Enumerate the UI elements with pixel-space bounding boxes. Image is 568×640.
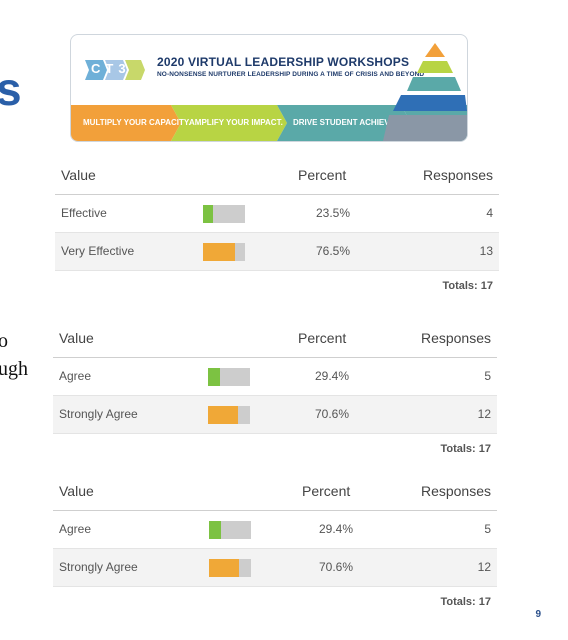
workshop-banner: CT3 2020 VIRTUAL LEADERSHIP WORKSHOPS NO… bbox=[70, 34, 468, 142]
percent-bar bbox=[209, 521, 251, 539]
row-label: Strongly Agree bbox=[59, 560, 138, 574]
row-responses: 5 bbox=[484, 369, 491, 383]
cropped-text-fragment: o bbox=[0, 330, 8, 352]
results-table-3: Value Percent Responses Agree 29.4% 5 St… bbox=[53, 474, 497, 617]
percent-bar bbox=[208, 406, 250, 424]
header-percent: Percent bbox=[302, 483, 351, 499]
percent-bar-fill bbox=[209, 521, 222, 539]
header-value: Value bbox=[61, 167, 96, 183]
row-responses: 12 bbox=[477, 407, 491, 421]
table-row: Effective 23.5% 4 bbox=[55, 195, 499, 233]
results-table-1: Value Percent Responses Effective 23.5% … bbox=[55, 158, 499, 301]
totals-row: Totals: 17 bbox=[53, 587, 497, 617]
cropped-text-fragment: ugh bbox=[0, 358, 28, 380]
header-percent: Percent bbox=[298, 330, 347, 346]
strip-label-achievement: DRIVE STUDENT ACHIEVEMENT. bbox=[293, 118, 419, 127]
table-row: Agree 29.4% 5 bbox=[53, 511, 497, 549]
row-responses: 12 bbox=[477, 560, 491, 574]
table-header: Value Percent Responses bbox=[55, 158, 499, 195]
banner-title: 2020 VIRTUAL LEADERSHIP WORKSHOPS bbox=[157, 55, 410, 69]
page-number: 9 bbox=[535, 609, 541, 620]
logo-lettering: CT3 bbox=[91, 61, 131, 76]
percent-bar-fill bbox=[208, 368, 221, 386]
banner-strip bbox=[71, 105, 467, 141]
header-responses: Responses bbox=[422, 167, 493, 183]
results-table-2: Value Percent Responses Agree 29.4% 5 St… bbox=[53, 321, 497, 464]
table-header: Value Percent Responses bbox=[53, 474, 497, 511]
percent-bar-fill bbox=[203, 243, 236, 261]
percent-bar-fill bbox=[209, 559, 239, 577]
percent-bar bbox=[209, 559, 251, 577]
row-percent: 70.6% bbox=[319, 560, 354, 574]
row-percent: 76.5% bbox=[316, 244, 351, 258]
table-row: Strongly Agree 70.6% 12 bbox=[53, 396, 497, 434]
table-row: Agree 29.4% 5 bbox=[53, 358, 497, 396]
table-header: Value Percent Responses bbox=[53, 321, 497, 358]
table-row: Strongly Agree 70.6% 12 bbox=[53, 549, 497, 587]
row-responses: 13 bbox=[479, 244, 493, 258]
ct3-logo-icon bbox=[85, 60, 145, 80]
pyramid-graphic-icon bbox=[383, 43, 467, 141]
header-responses: Responses bbox=[420, 483, 491, 499]
strip-label-impact: AMPLIFY YOUR IMPACT. bbox=[189, 118, 283, 127]
totals-text: Totals: 17 bbox=[442, 280, 493, 292]
row-percent: 23.5% bbox=[316, 206, 351, 220]
totals-text: Totals: 17 bbox=[440, 596, 491, 608]
header-responses: Responses bbox=[420, 330, 491, 346]
header-value: Value bbox=[59, 330, 94, 346]
percent-bar-fill bbox=[203, 205, 213, 223]
percent-bar-fill bbox=[208, 406, 238, 424]
cropped-heading-fragment: s bbox=[0, 63, 22, 115]
totals-text: Totals: 17 bbox=[440, 443, 491, 455]
row-responses: 4 bbox=[486, 206, 493, 220]
totals-row: Totals: 17 bbox=[55, 271, 499, 301]
percent-bar bbox=[208, 368, 250, 386]
row-percent: 29.4% bbox=[315, 369, 350, 383]
row-label: Agree bbox=[59, 369, 92, 383]
header-percent: Percent bbox=[298, 167, 347, 183]
percent-bar bbox=[203, 243, 245, 261]
header-value: Value bbox=[59, 483, 94, 499]
row-label: Very Effective bbox=[61, 244, 135, 258]
percent-bar bbox=[203, 205, 245, 223]
row-label: Agree bbox=[59, 522, 92, 536]
totals-row: Totals: 17 bbox=[53, 434, 497, 464]
row-responses: 5 bbox=[484, 522, 491, 536]
row-percent: 29.4% bbox=[319, 522, 354, 536]
row-percent: 70.6% bbox=[315, 407, 350, 421]
row-label: Effective bbox=[61, 206, 107, 220]
table-row: Very Effective 76.5% 13 bbox=[55, 233, 499, 271]
strip-label-capacity: MULTIPLY YOUR CAPACITY. bbox=[83, 118, 191, 127]
row-label: Strongly Agree bbox=[59, 407, 138, 421]
banner-subtitle: NO-NONSENSE NURTURER LEADERSHIP DURING A… bbox=[157, 71, 425, 78]
